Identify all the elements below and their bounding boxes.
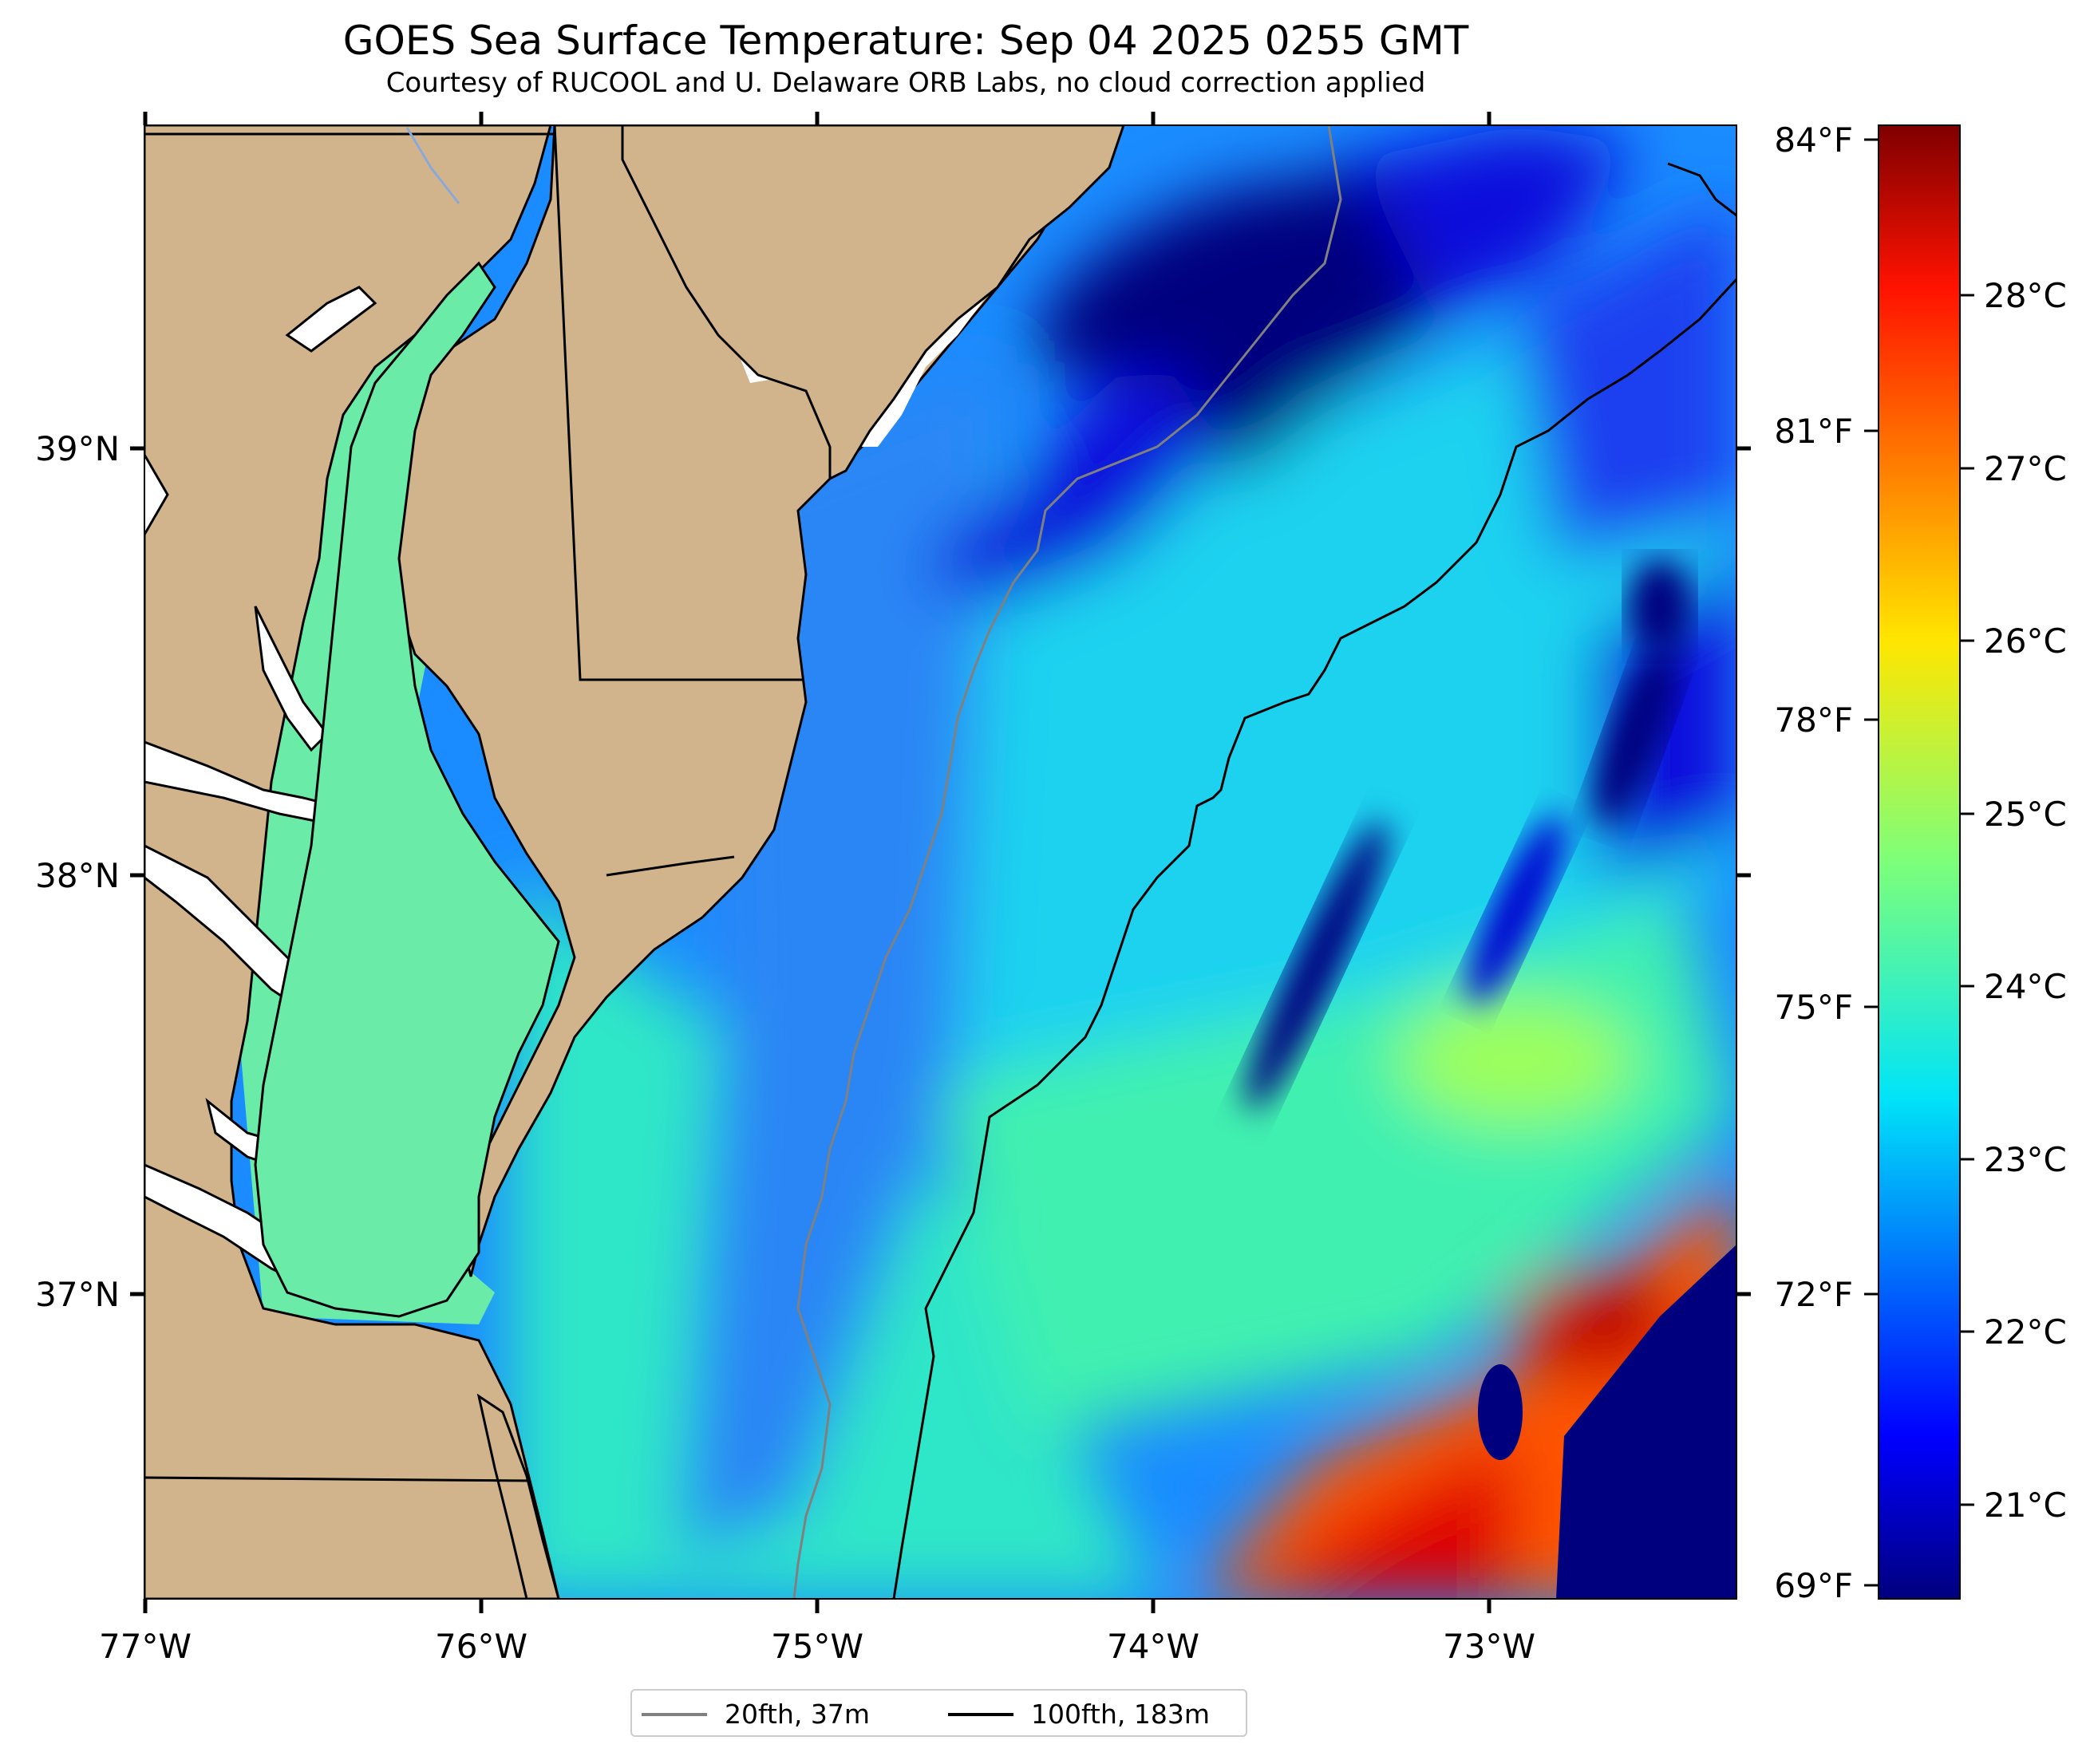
legend-line-gray [642, 1712, 707, 1716]
lon-tick-label: 73°W [1443, 1627, 1535, 1666]
fahrenheit-tick-label: 69°F [1774, 1566, 1853, 1605]
latitude-axis: 39°N 38°N 37°N [35, 429, 1751, 1314]
legend-item-20fth: 20fth, 37m [642, 1699, 870, 1730]
fahrenheit-tick-label: 78°F [1774, 700, 1853, 740]
celsius-tick-label: 26°C [1984, 622, 2067, 661]
fahrenheit-tick-label: 75°F [1774, 988, 1853, 1027]
legend-label: 100fth, 183m [1031, 1699, 1210, 1730]
map-title: GOES Sea Surface Temperature: Sep 04 202… [342, 18, 1469, 64]
lat-tick-label: 38°N [35, 856, 120, 895]
legend-item-100fth: 100fth, 183m [948, 1699, 1210, 1730]
colorbar: 84°F 81°F 78°F 75°F 72°F 69°F 28°C 27°C … [1774, 120, 2066, 1605]
contour-legend: 20fth, 37m 100fth, 183m [630, 1689, 1247, 1737]
celsius-tick-label: 22°C [1984, 1312, 2067, 1352]
fahrenheit-tick-label: 81°F [1774, 412, 1853, 451]
celsius-tick-label: 28°C [1984, 276, 2067, 315]
lat-tick-label: 37°N [35, 1275, 120, 1314]
bathymetry-contours [792, 125, 1736, 1599]
celsius-tick-label: 25°C [1984, 795, 2067, 834]
lat-tick-label: 39°N [35, 429, 120, 468]
lon-tick-label: 75°W [771, 1627, 863, 1666]
celsius-tick-label: 21°C [1984, 1486, 2067, 1525]
map-subtitle: Courtesy of RUCOOL and U. Delaware ORB L… [385, 67, 1426, 99]
lon-tick-label: 76°W [435, 1627, 527, 1666]
longitude-axis: 77°W 76°W 75°W 74°W 73°W [99, 112, 1535, 1666]
contour-100fth [892, 278, 1736, 1599]
legend-label: 20fth, 37m [725, 1699, 870, 1730]
colorbar-gradient [1878, 124, 1961, 1600]
land-areas [144, 125, 1125, 1599]
lon-tick-label: 77°W [99, 1627, 192, 1666]
celsius-tick-label: 27°C [1984, 449, 2067, 488]
celsius-tick-label: 24°C [1984, 967, 2067, 1006]
fahrenheit-tick-label: 84°F [1774, 120, 1853, 160]
celsius-tick-label: 23°C [1984, 1140, 2067, 1179]
contour-20fth [792, 125, 1342, 1599]
lon-tick-label: 74°W [1107, 1627, 1199, 1666]
map-frame [144, 124, 1737, 1600]
legend-line-black [948, 1712, 1013, 1716]
fahrenheit-tick-label: 72°F [1774, 1275, 1853, 1314]
